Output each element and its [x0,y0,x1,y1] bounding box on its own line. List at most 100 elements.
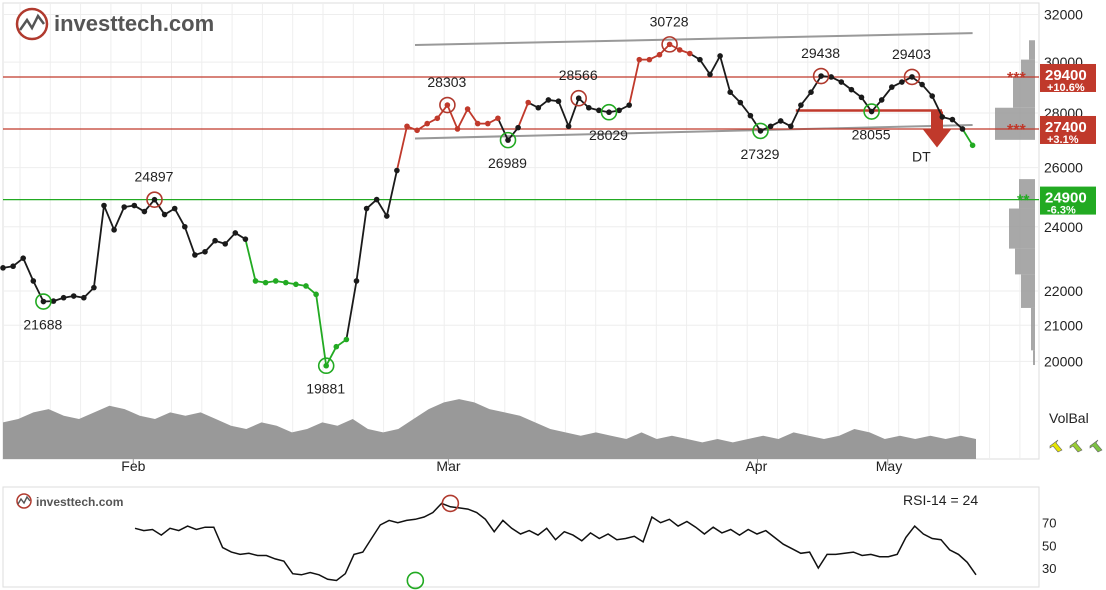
price-tick-label: 22000 [1044,283,1083,299]
price-point [676,47,683,53]
investtech-small-logo: investtech.com [16,493,123,509]
level-flag [1040,186,1096,215]
rsi-panel-frame [2,486,1040,588]
trough-marker [863,103,880,120]
price-point [293,281,299,288]
price-point [838,79,845,85]
volume-profile-bar [1031,307,1035,351]
price-point [818,73,824,79]
price-panel-frame [2,2,1040,460]
volume-balance-area [3,399,976,459]
price-point [323,362,330,369]
price-point [788,123,794,130]
price-point [242,236,249,242]
time-tick-label: May [876,458,902,474]
price-segment [396,126,408,171]
price-tick-label: 21000 [1044,317,1083,333]
vertical-gridlines [19,3,1021,459]
price-point [848,86,855,93]
volbal-label: VolBal [1049,410,1089,426]
price-segment [789,104,802,127]
price-point [272,278,279,284]
price-point [474,120,481,127]
peak-marker [570,89,588,107]
volbal-arrow-icon [1089,439,1103,453]
price-point [313,291,319,298]
price-point [687,50,693,57]
rsi-tick-label: 30 [1042,561,1056,576]
volume-balance-area-fill [3,399,976,459]
price-point [666,41,673,48]
price-segment [173,208,186,228]
trough-marker [317,357,335,375]
price-point [626,102,632,108]
price-point [919,81,925,88]
price-point [495,115,501,122]
volume-profile-bar [1021,274,1035,308]
price-point [899,79,905,85]
price-point [212,237,218,244]
rsi-tick-label: 50 [1042,538,1056,553]
extreme-value-label: 26989 [488,155,527,171]
down-arrow-icon [923,111,951,148]
volume-profile-bar [1029,40,1035,60]
price-point [707,71,713,78]
extreme-value-label: 28029 [589,127,628,143]
time-tick-label: Apr [745,458,767,474]
level-flag-pct: +3.1% [1047,134,1079,146]
extreme-value-label: 29438 [801,45,840,61]
price-point [777,118,784,124]
level-flag-value: 29400 [1045,67,1087,84]
price-point [545,97,552,103]
price-point [575,95,582,102]
price-point [565,123,572,130]
price-point [60,294,67,301]
level-stars: *** [1007,70,1026,87]
price-segment [557,100,570,127]
price-point [50,298,57,304]
price-point [646,56,653,63]
price-point [929,93,935,99]
price-point [424,120,431,127]
volbal-arrow-icon [1069,439,1083,453]
volume-profile-bar [1033,350,1035,366]
price-segment [517,102,530,128]
peak-marker [439,96,456,114]
price-point [737,99,744,106]
trough-marker [600,103,618,121]
price-tick-label: 26000 [1044,160,1083,176]
price-point [606,109,612,116]
volbal-arrows [1049,439,1103,453]
price-point [414,127,420,134]
trough-marker [35,293,52,310]
price-point [151,196,158,203]
price-point [131,202,138,209]
extreme-value-label: 24897 [135,169,174,185]
price-point [20,255,27,261]
price-segment [961,128,974,146]
price-point [10,263,16,270]
price-point [0,265,6,271]
pattern-label: DT [912,149,931,165]
price-line [0,41,976,369]
level-stars: *** [1007,122,1026,139]
level-flag-pct: -6.3% [1047,205,1076,217]
price-segment [32,280,45,302]
price-point [616,107,622,114]
price-point [101,202,107,209]
price-annotations: 21688 24897 19881 28303 26989 28566 28029 30728… [23,13,931,396]
price-point [202,248,208,255]
time-tick-label: Mar [436,458,460,474]
peak-marker [661,36,678,53]
price-tick-label: 20000 [1044,353,1083,369]
price-point [91,284,97,291]
price-point [858,94,865,101]
price-point [283,279,289,286]
price-segment [355,208,368,282]
price-point [454,126,461,132]
price-point [798,102,804,108]
price-segment [183,226,196,256]
volume-profile-bar [1019,179,1035,209]
price-point [70,293,77,299]
extreme-value-label: 19881 [306,381,345,397]
